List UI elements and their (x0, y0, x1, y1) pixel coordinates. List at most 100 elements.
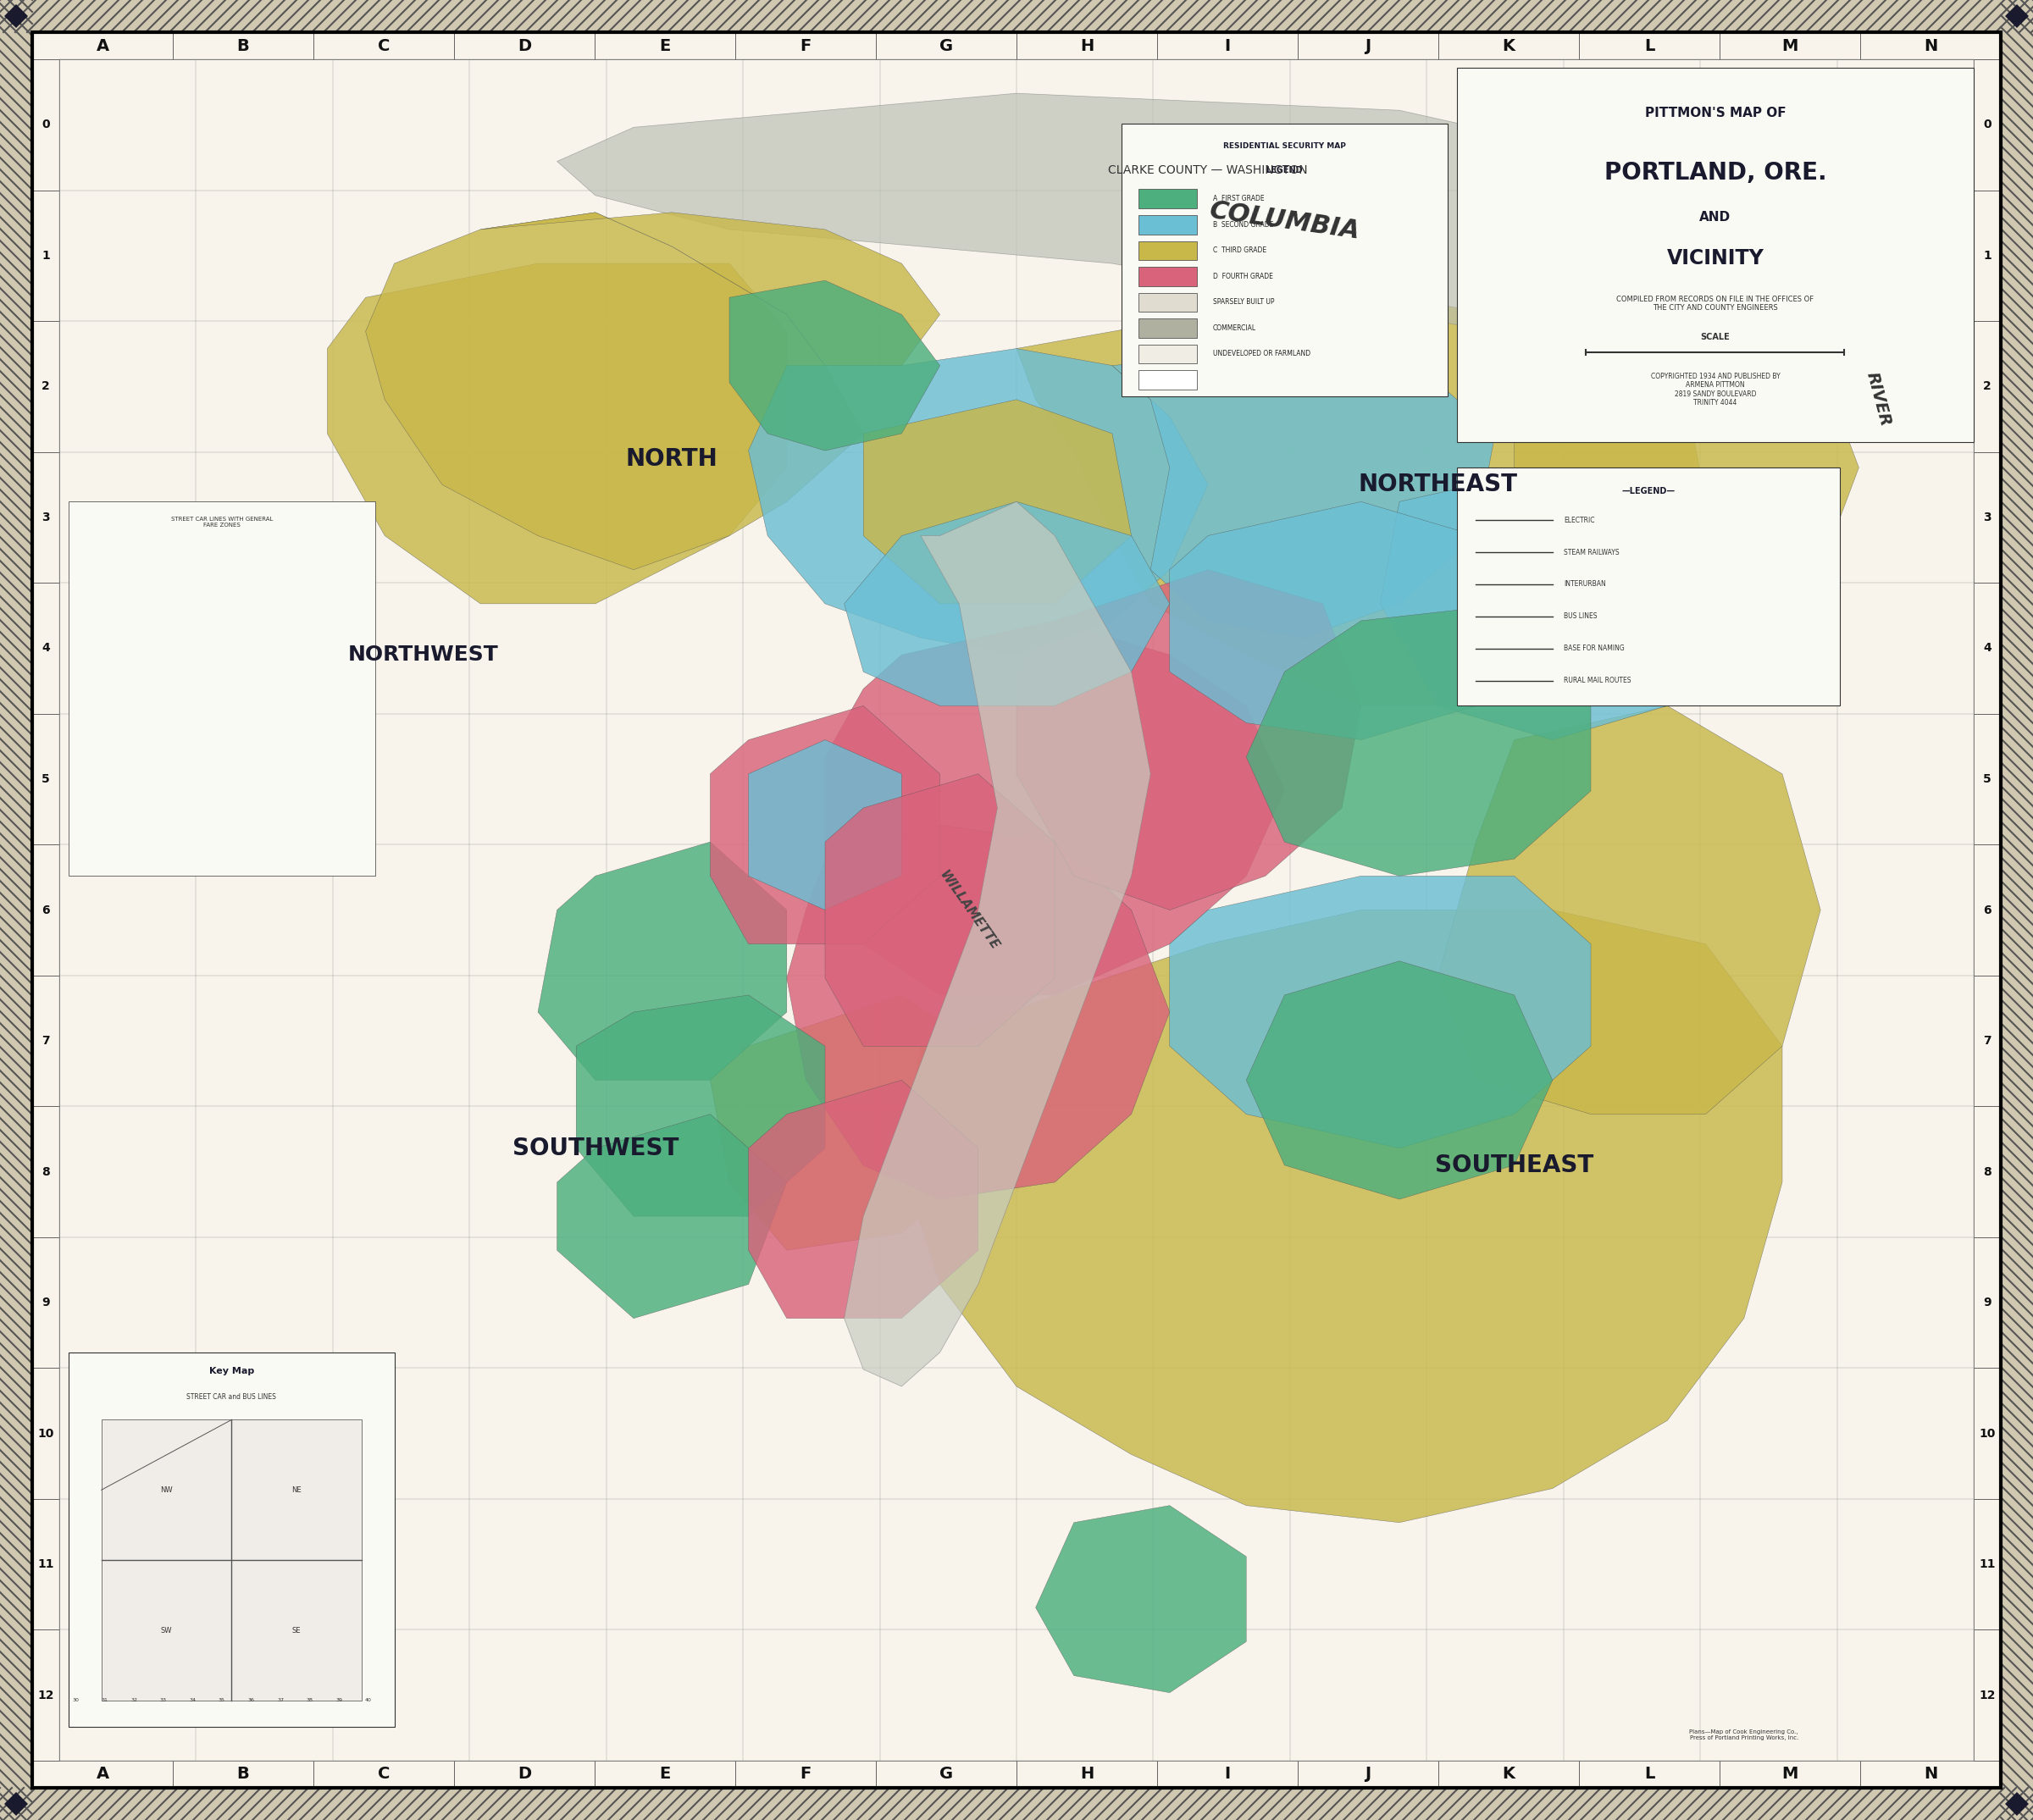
Text: 5: 5 (1982, 774, 1992, 784)
Bar (33, 844, 59, 976)
Text: 35: 35 (218, 1698, 226, 1702)
Text: 9: 9 (41, 1296, 51, 1309)
Text: —LEGEND—: —LEGEND— (1622, 488, 1675, 495)
Bar (1458, 468, 1840, 706)
Text: RESIDENTIAL SECURITY MAP: RESIDENTIAL SECURITY MAP (1224, 142, 1346, 149)
Bar (1974, 60, 2000, 189)
Bar (1458, 67, 1974, 442)
Text: C: C (378, 1765, 390, 1782)
Text: NORTHEAST: NORTHEAST (1358, 473, 1517, 497)
Bar (1157, 1760, 1297, 1787)
Text: C  THIRD GRADE: C THIRD GRADE (1214, 248, 1267, 255)
Text: STREET CAR LINES WITH GENERAL
FARE ZONES: STREET CAR LINES WITH GENERAL FARE ZONES (171, 517, 272, 528)
Polygon shape (575, 996, 825, 1216)
Text: SCALE: SCALE (1700, 333, 1730, 342)
Bar (33, 189, 59, 320)
Polygon shape (1246, 604, 1592, 875)
Text: 37: 37 (276, 1698, 285, 1702)
Bar (1138, 344, 1197, 364)
Polygon shape (748, 1079, 978, 1318)
Bar (1016, 33, 1157, 60)
Polygon shape (1169, 502, 1515, 741)
Text: COMPILED FROM RECORDS ON FILE IN THE OFFICES OF
THE CITY AND COUNTY ENGINEERS: COMPILED FROM RECORDS ON FILE IN THE OFF… (1616, 295, 1813, 311)
Text: COPYRIGHTED 1934 AND PUBLISHED BY
ARMENA PITTMON
2819 SANDY BOULEVARD
TRINITY 40: COPYRIGHTED 1934 AND PUBLISHED BY ARMENA… (1651, 373, 1781, 406)
Text: F: F (799, 1765, 811, 1782)
Bar (876, 33, 1016, 60)
Bar (1138, 318, 1197, 339)
Text: 9: 9 (1982, 1296, 1992, 1309)
Bar (33, 320, 59, 451)
Bar (33, 1760, 173, 1787)
Text: 11: 11 (1978, 1558, 1996, 1571)
Bar (596, 1760, 736, 1787)
Bar (33, 1631, 59, 1760)
Polygon shape (1169, 875, 1592, 1148)
Bar (1122, 124, 1447, 397)
Text: 33: 33 (161, 1698, 167, 1702)
Bar (313, 1760, 453, 1787)
Bar (876, 1760, 1016, 1787)
Text: RURAL MAIL ROUTES: RURAL MAIL ROUTES (1563, 677, 1630, 684)
Bar (1297, 33, 1439, 60)
Text: LEGEND: LEGEND (1267, 166, 1303, 175)
Text: 2: 2 (41, 380, 51, 393)
Polygon shape (844, 502, 1169, 706)
Bar (33, 451, 59, 582)
Text: 4: 4 (1982, 642, 1992, 653)
Polygon shape (1246, 961, 1553, 1199)
Bar (173, 33, 313, 60)
Polygon shape (557, 93, 1783, 366)
Bar (1297, 1760, 1439, 1787)
Text: 12: 12 (37, 1689, 55, 1702)
Text: 0: 0 (1982, 118, 1992, 131)
Polygon shape (2005, 4, 2029, 27)
Bar (33, 582, 59, 713)
Bar (1580, 1760, 1720, 1787)
Text: 32: 32 (130, 1698, 138, 1702)
Text: SE: SE (293, 1627, 301, 1634)
Polygon shape (1016, 570, 1362, 910)
Text: J: J (1364, 38, 1370, 55)
Text: BASE FOR NAMING: BASE FOR NAMING (1563, 644, 1624, 653)
Polygon shape (825, 774, 1055, 1046)
Text: STREET CAR and BUS LINES: STREET CAR and BUS LINES (187, 1394, 276, 1401)
Text: 8: 8 (41, 1167, 51, 1178)
Bar (1974, 1369, 2000, 1500)
Polygon shape (4, 4, 28, 27)
Bar (1860, 1760, 2000, 1787)
Bar (1974, 1631, 2000, 1760)
Text: N: N (1923, 38, 1937, 55)
Text: D: D (518, 38, 531, 55)
Text: C: C (378, 38, 390, 55)
Bar (313, 33, 453, 60)
Bar (33, 60, 59, 189)
Polygon shape (2005, 1793, 2029, 1816)
Text: SOUTHWEST: SOUTHWEST (512, 1136, 679, 1159)
Bar (173, 1760, 313, 1787)
Bar (1016, 1760, 1157, 1787)
Bar (1138, 293, 1197, 311)
Text: D: D (518, 1765, 531, 1782)
Bar (33, 33, 173, 60)
Text: INTERURBAN: INTERURBAN (1563, 581, 1606, 588)
Polygon shape (4, 1793, 28, 1816)
Bar (0, 0, 2033, 33)
Text: J: J (1364, 1765, 1370, 1782)
Text: A: A (96, 1765, 110, 1782)
Bar (1974, 1107, 2000, 1238)
Text: 3: 3 (41, 511, 51, 524)
Text: 4: 4 (41, 642, 51, 653)
Bar (2000, 0, 2033, 1820)
Text: 2: 2 (1982, 380, 1992, 393)
Bar (1974, 1238, 2000, 1369)
Text: COMMERCIAL: COMMERCIAL (1214, 324, 1256, 331)
Text: 11: 11 (37, 1558, 55, 1571)
Text: NE: NE (293, 1487, 301, 1494)
Polygon shape (1035, 1505, 1246, 1693)
Polygon shape (730, 280, 939, 451)
Text: NORTH: NORTH (626, 448, 718, 471)
Text: A: A (96, 38, 110, 55)
Polygon shape (539, 843, 787, 1079)
Polygon shape (748, 348, 1208, 655)
Text: 7: 7 (1982, 1036, 1992, 1046)
